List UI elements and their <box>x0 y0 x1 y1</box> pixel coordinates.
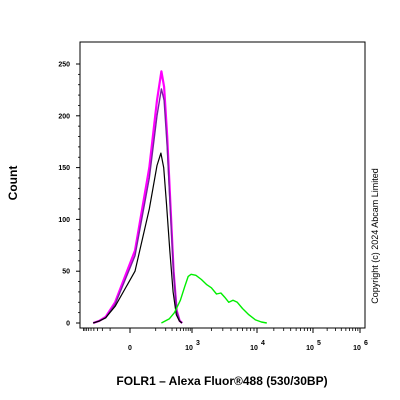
x-tick-exponent: 3 <box>196 340 200 347</box>
x-axis-title: FOLR1 – Alexa Fluor®488 (530/30BP) <box>116 374 327 388</box>
y-tick-label: 50 <box>62 269 70 276</box>
series-line-2 <box>93 152 183 324</box>
copyright-notice: Copyright (c) 2024 Abcam Limited <box>370 168 380 304</box>
y-tick-label: 0 <box>66 321 70 328</box>
y-tick-label: 150 <box>58 165 70 172</box>
series-layer <box>92 70 267 325</box>
y-tick-label: 250 <box>58 62 70 69</box>
y-tick-label: 200 <box>58 113 70 120</box>
y-tick-label: 100 <box>58 217 70 224</box>
x-tick-exponent: 6 <box>364 340 368 347</box>
y-axis: 0 50 100 150 200 250 <box>58 62 80 328</box>
y-axis-title: Count <box>6 166 20 201</box>
plot-frame <box>79 41 366 329</box>
x-tick-label: 10 <box>353 345 361 352</box>
x-tick-label: 10 <box>306 345 314 352</box>
x-tick-label: 10 <box>250 345 258 352</box>
x-tick-exponent: 4 <box>261 340 265 347</box>
x-tick-exponent: 5 <box>317 340 321 347</box>
x-tick-label: 10 <box>185 345 193 352</box>
series-line-3 <box>161 273 267 324</box>
x-tick-label: 0 <box>128 345 132 352</box>
